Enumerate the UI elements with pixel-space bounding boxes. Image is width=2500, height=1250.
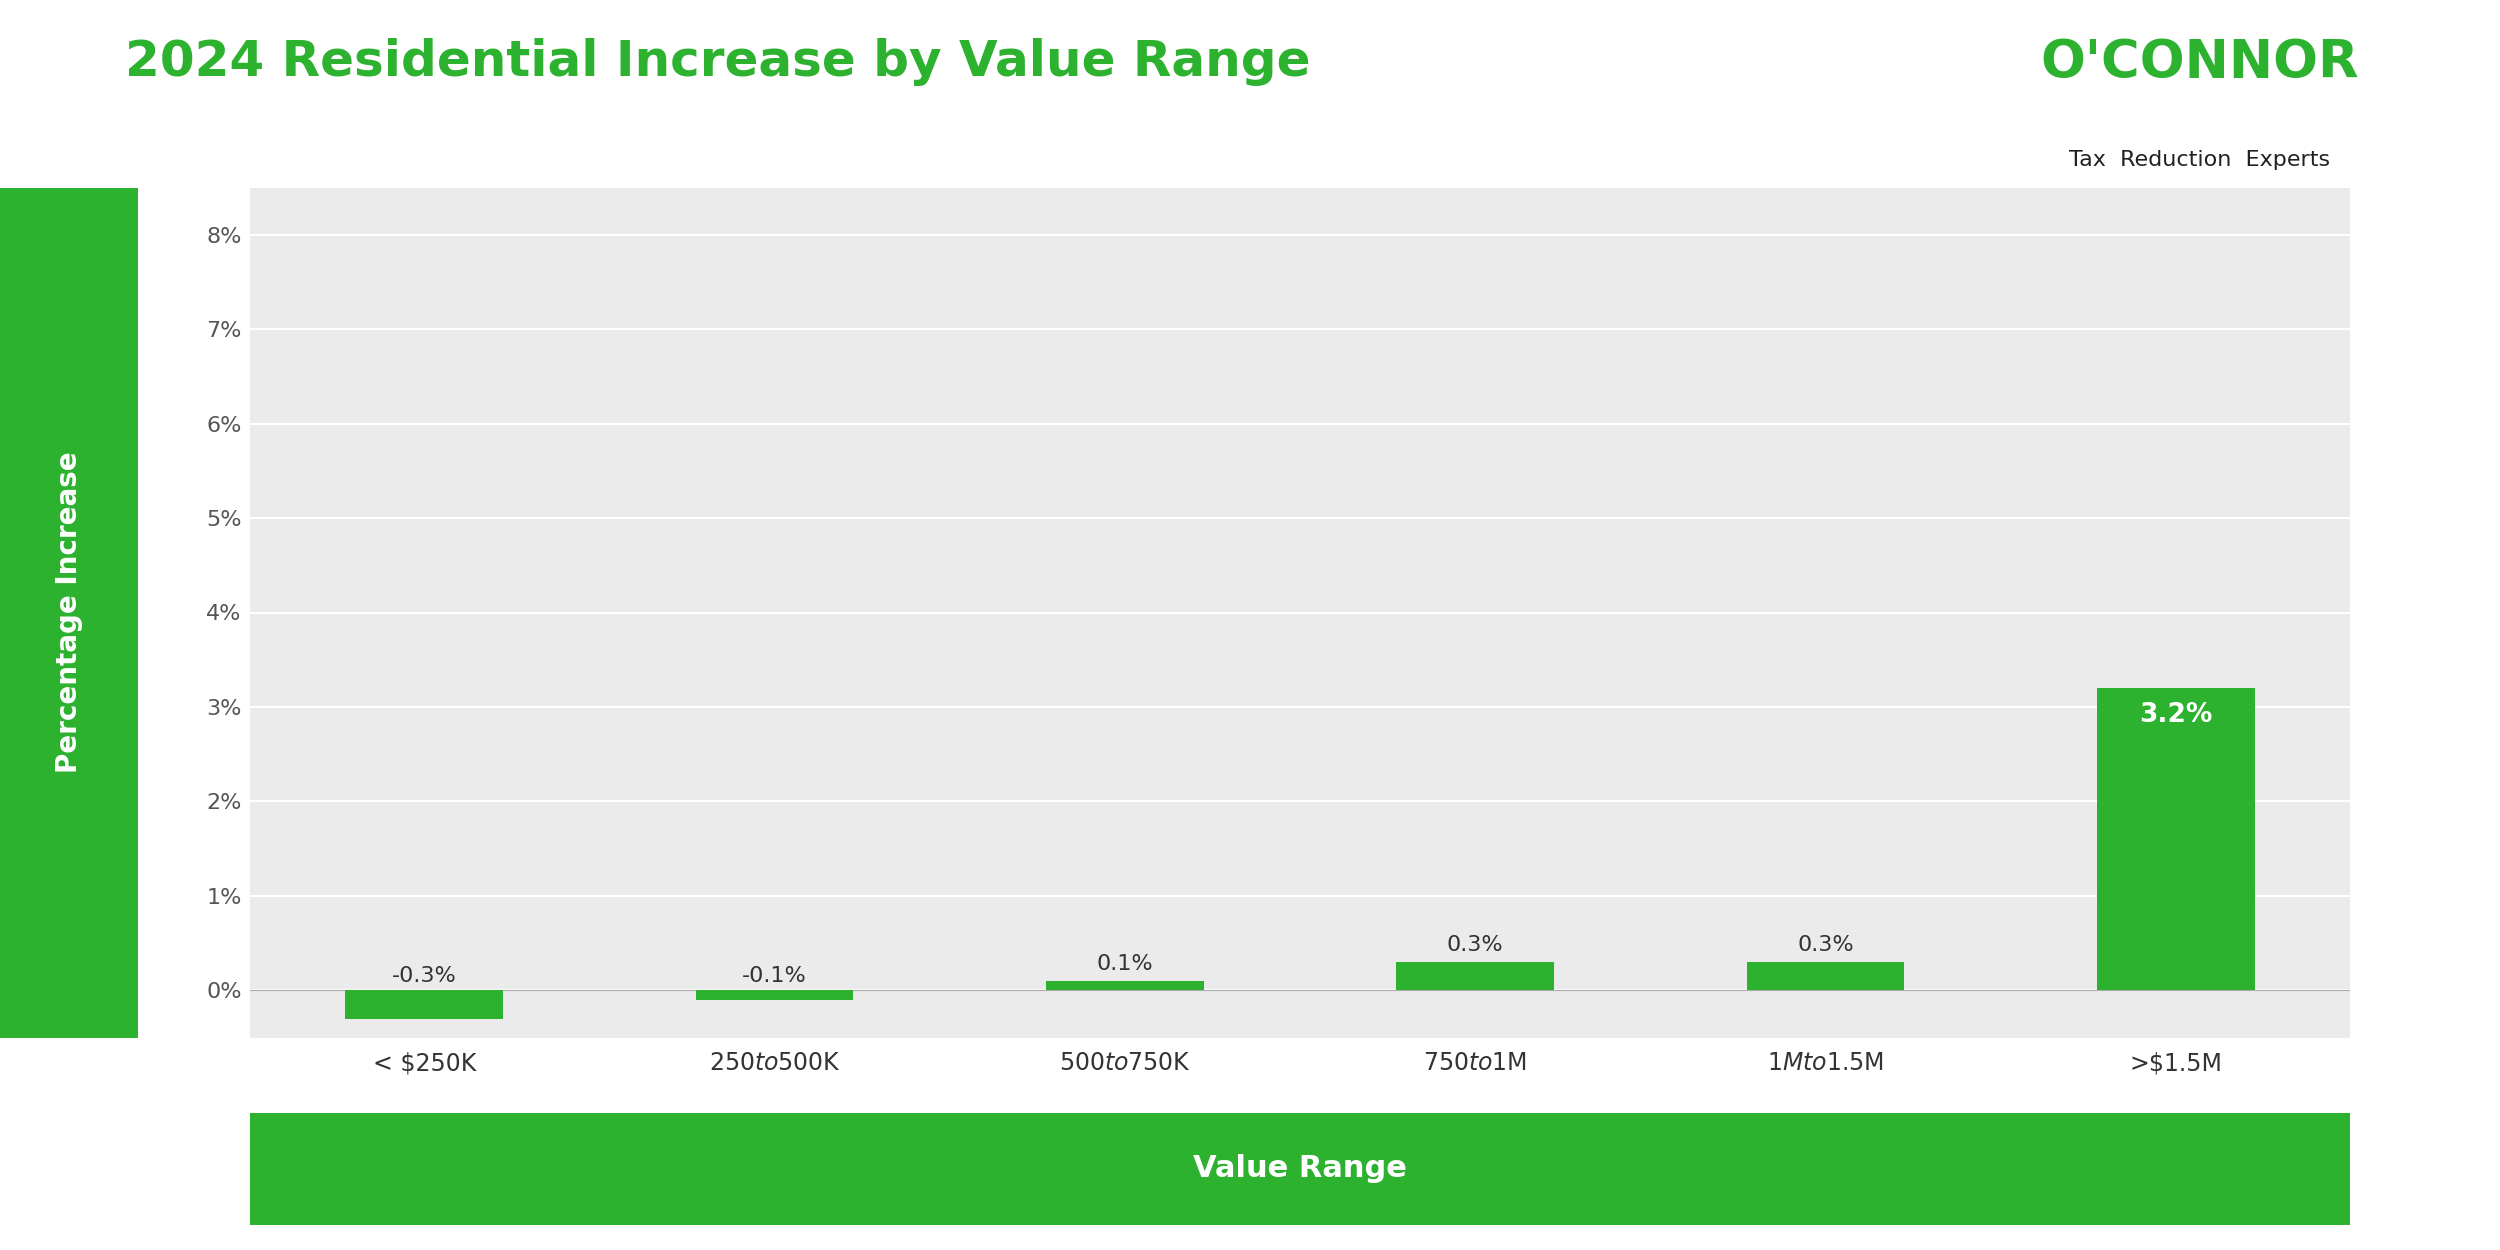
Bar bbox=[695, 990, 853, 1000]
Bar bbox=[1398, 962, 1555, 990]
Text: 0.1%: 0.1% bbox=[1098, 954, 1152, 974]
Bar bbox=[1045, 981, 1202, 990]
Text: 3.2%: 3.2% bbox=[2140, 703, 2212, 729]
Text: Value Range: Value Range bbox=[1192, 1154, 1408, 1184]
Text: Tax  Reduction  Experts: Tax Reduction Experts bbox=[2070, 150, 2330, 170]
Text: 2024 Residential Increase by Value Range: 2024 Residential Increase by Value Range bbox=[125, 38, 1310, 85]
Text: -0.3%: -0.3% bbox=[392, 965, 458, 985]
Bar bbox=[1748, 962, 1905, 990]
Text: O'CONNOR: O'CONNOR bbox=[2040, 38, 2360, 90]
Bar bbox=[2098, 688, 2255, 990]
Bar bbox=[345, 990, 503, 1019]
Text: Percentage Increase: Percentage Increase bbox=[55, 451, 82, 774]
Text: 0.3%: 0.3% bbox=[1448, 935, 1502, 955]
Text: -0.1%: -0.1% bbox=[742, 965, 808, 985]
Text: 0.3%: 0.3% bbox=[1798, 935, 1855, 955]
